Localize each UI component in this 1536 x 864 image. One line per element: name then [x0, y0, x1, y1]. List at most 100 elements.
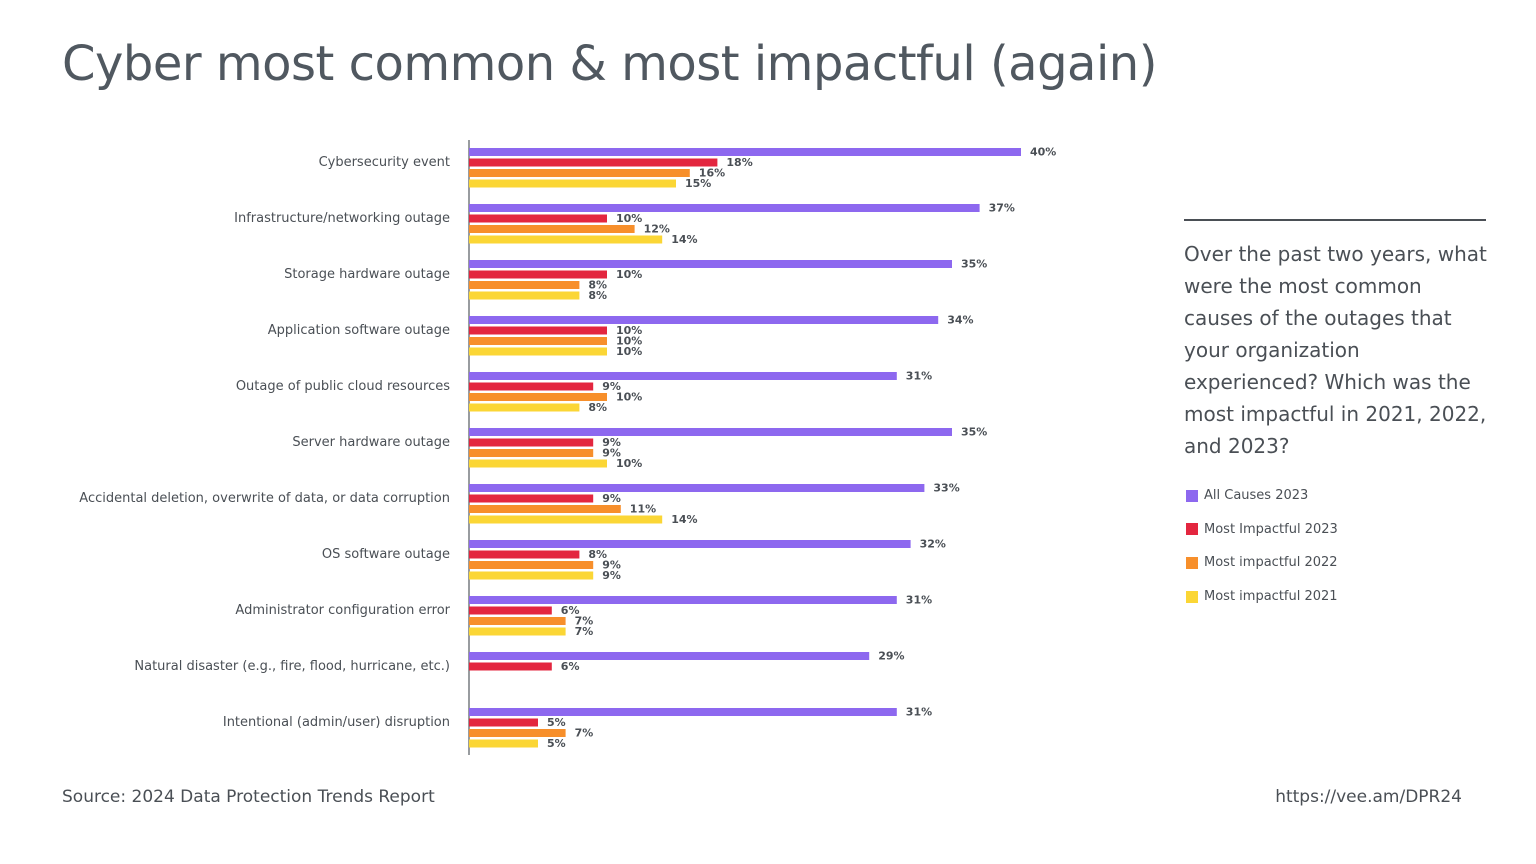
bar-value-label: 10%: [616, 345, 642, 358]
legend-item: Most impactful 2021: [1186, 588, 1338, 605]
chart-legend: All Causes 2023 Most Impactful 2023 Most i…: [1186, 487, 1338, 622]
page-title: Cyber most common & most impactful (agai…: [62, 36, 1157, 92]
bar: [469, 438, 594, 447]
bar: [469, 596, 897, 604]
bar: [469, 708, 897, 716]
category-label: Accidental deletion, overwrite of data, …: [79, 491, 450, 506]
bar-value-label: 31%: [906, 706, 932, 719]
legend-swatch: [1186, 556, 1198, 569]
bar-value-label: 8%: [588, 289, 607, 302]
legend-item: Most impactful 2022: [1186, 554, 1338, 571]
bar-value-label: 6%: [561, 604, 580, 617]
category-label: Intentional (admin/user) disruption: [223, 715, 450, 730]
bar: [469, 204, 980, 212]
bar-value-label: 9%: [602, 569, 621, 582]
bar: [469, 214, 607, 223]
bar: [469, 428, 952, 436]
bar-value-label: 9%: [602, 447, 621, 460]
bar: [469, 494, 594, 503]
bar: [469, 515, 663, 524]
bar-value-label: 5%: [547, 716, 566, 729]
category-label: OS software outage: [322, 547, 450, 562]
bar: [469, 179, 676, 188]
bar-value-label: 9%: [602, 380, 621, 393]
source-note: Source: 2024 Data Protection Trends Repo…: [62, 787, 435, 807]
bar-value-label: 10%: [616, 212, 642, 225]
bar-value-label: 10%: [616, 268, 642, 281]
legend-item: Most Impactful 2023: [1186, 521, 1338, 538]
bar-value-label: 16%: [699, 167, 725, 180]
bar: [469, 561, 594, 569]
bar: [469, 617, 566, 625]
bar-value-label: 15%: [685, 177, 711, 190]
category-label: Cybersecurity event: [319, 155, 450, 170]
report-url[interactable]: https://vee.am/DPR24: [1275, 787, 1462, 807]
bar: [469, 662, 552, 671]
bar-value-label: 12%: [644, 223, 670, 236]
bar-value-label: 35%: [961, 426, 987, 439]
bar: [469, 347, 607, 356]
legend-label: All Causes 2023: [1204, 488, 1309, 503]
bar-value-label: 31%: [906, 594, 932, 607]
bar-value-label: 9%: [602, 492, 621, 505]
bar-value-label: 11%: [630, 503, 656, 516]
bar-value-label: 7%: [575, 615, 594, 628]
bar: [469, 550, 580, 559]
bar: [469, 225, 635, 233]
bar: [469, 148, 1021, 156]
survey-question: Over the past two years, what were the m…: [1184, 242, 1487, 458]
bar: [469, 449, 594, 457]
bar-value-label: 40%: [1030, 146, 1056, 159]
category-label: Administrator configuration error: [235, 603, 450, 618]
legend-label: Most impactful 2021: [1204, 589, 1338, 605]
bar-value-label: 10%: [616, 391, 642, 404]
bar: [469, 393, 607, 401]
bar: [469, 169, 690, 177]
bar-value-label: 18%: [726, 156, 752, 169]
bar-value-label: 34%: [947, 314, 973, 327]
bar: [469, 484, 925, 492]
outage-causes-bar-chart: Cybersecurity event 40% 18%16%15% Infrastru…: [79, 140, 1056, 755]
category-label: Natural disaster (e.g., fire, flood, hur…: [134, 659, 450, 674]
bar-value-label: 5%: [547, 737, 566, 750]
bar-value-label: 9%: [602, 559, 621, 572]
legend-swatch: [1186, 523, 1198, 536]
bar: [469, 291, 580, 300]
bar: [469, 540, 911, 548]
bar-value-label: 37%: [989, 202, 1015, 215]
legend-swatch: [1186, 489, 1198, 502]
side-divider: [1184, 219, 1486, 221]
bar: [469, 316, 939, 324]
bar: [469, 739, 538, 748]
bar-value-label: 10%: [616, 335, 642, 348]
category-label: Outage of public cloud resources: [236, 379, 450, 394]
bar: [469, 652, 870, 660]
bar: [469, 270, 607, 279]
legend-item: All Causes 2023: [1186, 487, 1338, 504]
bar: [469, 403, 580, 412]
bar: [469, 729, 566, 737]
bar: [469, 718, 538, 727]
bar: [469, 260, 952, 268]
bar: [469, 505, 621, 513]
bar-value-label: 35%: [961, 258, 987, 271]
bar-value-label: 14%: [671, 233, 697, 246]
category-label: Storage hardware outage: [284, 267, 450, 282]
bar: [469, 337, 607, 345]
bar-value-label: 10%: [616, 324, 642, 337]
legend-label: Most Impactful 2023: [1204, 521, 1338, 537]
bar: [469, 281, 580, 289]
bar: [469, 606, 552, 615]
bar-value-label: 14%: [671, 513, 697, 526]
legend-label: Most impactful 2022: [1204, 555, 1338, 571]
bar: [469, 627, 566, 636]
bar: [469, 372, 897, 380]
bar-value-label: 7%: [575, 727, 594, 740]
category-label: Infrastructure/networking outage: [234, 211, 450, 226]
bar-value-label: 32%: [920, 538, 946, 551]
bar-value-label: 8%: [588, 401, 607, 414]
bar-value-label: 10%: [616, 457, 642, 470]
category-label: Server hardware outage: [292, 435, 450, 450]
category-label: Application software outage: [268, 323, 450, 338]
bar-value-label: 33%: [933, 482, 959, 495]
